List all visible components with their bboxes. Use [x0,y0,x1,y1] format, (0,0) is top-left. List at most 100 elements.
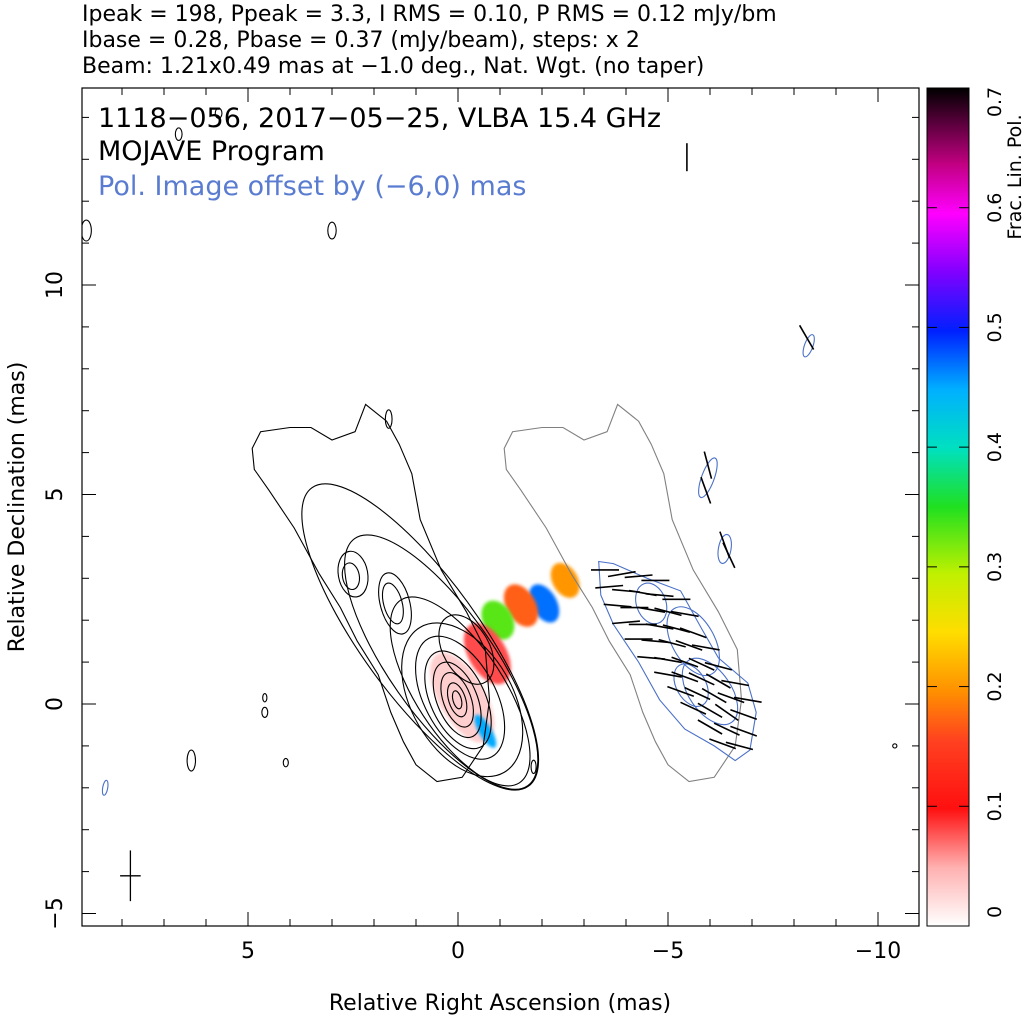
evpa-vector [798,324,815,350]
colorbar-tick-label: 0.5 [984,312,1006,342]
evpa-vector [704,661,733,671]
contour-ring [424,650,492,750]
colorbar-tick-label: 0.2 [984,671,1006,701]
contour-ring [446,682,468,718]
evpa-vector [733,696,762,703]
evpa-vector [722,542,736,569]
pol-contour [635,582,668,625]
evpa-vector [654,656,682,664]
y-tick-label: 10 [43,271,68,299]
colorbar-label: Frac. Lin. Pol. [1004,114,1026,239]
contour-isolated [214,107,223,119]
evpa-vector [721,679,750,687]
contour-ring [378,572,412,635]
evpa-vector [658,638,686,648]
evpa-vector [697,702,723,718]
annotation-program: MOJAVE Program [98,136,325,167]
evpa-vector [730,725,758,737]
evpa-vector [637,606,666,613]
colorbar-tick-label: 0.3 [984,552,1006,582]
contour-ring [451,690,463,710]
evpa-vector [667,685,695,697]
evpa-vector [624,574,653,579]
offset-total-intensity-contour [503,403,743,783]
x-tick-label: 0 [451,939,465,964]
colorbar-ticks: 0 0.1 0.2 0.3 0.4 0.5 0.6 0.7 [927,87,1006,927]
header-line-3: Beam: 1.21x0.49 mas at −1.0 deg., Nat. W… [82,54,705,79]
evpa-vector [654,607,682,617]
evpa-vector [671,671,699,683]
y-axis-label: Relative Declination (mas) [5,362,30,653]
evpa-vector [675,639,703,651]
evpa-vector [717,692,745,704]
contour-isolated [261,706,269,718]
contour-isolated [384,409,393,429]
colorbar-tick-label: 0 [984,906,1006,918]
colorbar-tick-label: 0.6 [984,193,1006,223]
evpa-vector [688,657,715,671]
contour-isolated [282,757,289,768]
colorbar-tick-label: 0.1 [984,791,1006,821]
evpa-vector [684,686,711,701]
annotation-offset: Pol. Image offset by (−6,0) mas [98,171,526,202]
contour-ring [415,635,506,760]
y-tick-label: 0 [43,697,68,711]
contour-ring [301,483,540,791]
evpa-vectors [591,143,815,751]
header-line-2: Ibase = 0.28, Pbase = 0.37 (mJy/beam), s… [82,28,640,53]
contour-isolated [530,759,537,775]
contour-ring [344,534,539,790]
contour-ring [337,550,369,598]
colorbar-tick-label: 0.7 [984,87,1006,117]
contour-ring [401,622,524,778]
evpa-vector [680,701,707,715]
evpa-vector [645,593,674,598]
annotation-source: 1118−056, 2017−05−25, VLBA 15.4 GHz [98,103,661,134]
evpa-vector [713,722,740,736]
evpa-vector [671,656,699,668]
contour-isolated [174,127,183,141]
contour-isolated [262,692,268,703]
contour-ring [341,562,361,591]
contour-ring [389,596,531,787]
x-tick-label: −5 [652,939,684,964]
plot-frame [81,87,920,927]
colorbar-tick-label: 0.4 [984,432,1006,462]
x-tick-label: −10 [855,939,901,964]
evpa-vector [662,624,691,633]
evpa-vector [688,672,715,686]
pol-contour [698,457,718,499]
evpa-vector [612,620,640,625]
evpa-vector [700,476,712,504]
tick-labels: 5 0 −5 −10 −5 0 5 10 [43,271,901,964]
pol-contour-outer [598,560,757,762]
x-tick-label: 5 [241,939,255,964]
contour-isolated [186,749,197,772]
contour-ring [381,582,404,625]
header-line-1: Ipeak = 198, Ppeak = 3.3, I RMS = 0.10, … [82,2,777,27]
evpa-vector [697,719,723,735]
evpa-vector [714,703,739,722]
colorbar [926,87,970,927]
frac-pol-region [550,562,580,598]
evpa-vector [730,708,758,721]
evpa-vector [645,623,674,630]
pol-contour [101,779,109,796]
evpa-vector [709,738,737,750]
evpa-vector [603,603,632,608]
evpa-vector [595,584,624,589]
evpa-vector [701,687,727,704]
evpa-vector [705,673,731,689]
beam-cross [120,850,141,902]
pol-contour [681,657,739,726]
contour-outer [251,403,491,783]
axis-ticks [82,88,919,926]
fractional-polarization-image [430,562,580,748]
pol-contour [717,533,732,565]
y-tick-label: 5 [43,488,68,502]
pol-contour [666,606,720,677]
total-intensity-contours [82,107,898,791]
contour-isolated [82,219,92,242]
evpa-vector [725,741,754,751]
